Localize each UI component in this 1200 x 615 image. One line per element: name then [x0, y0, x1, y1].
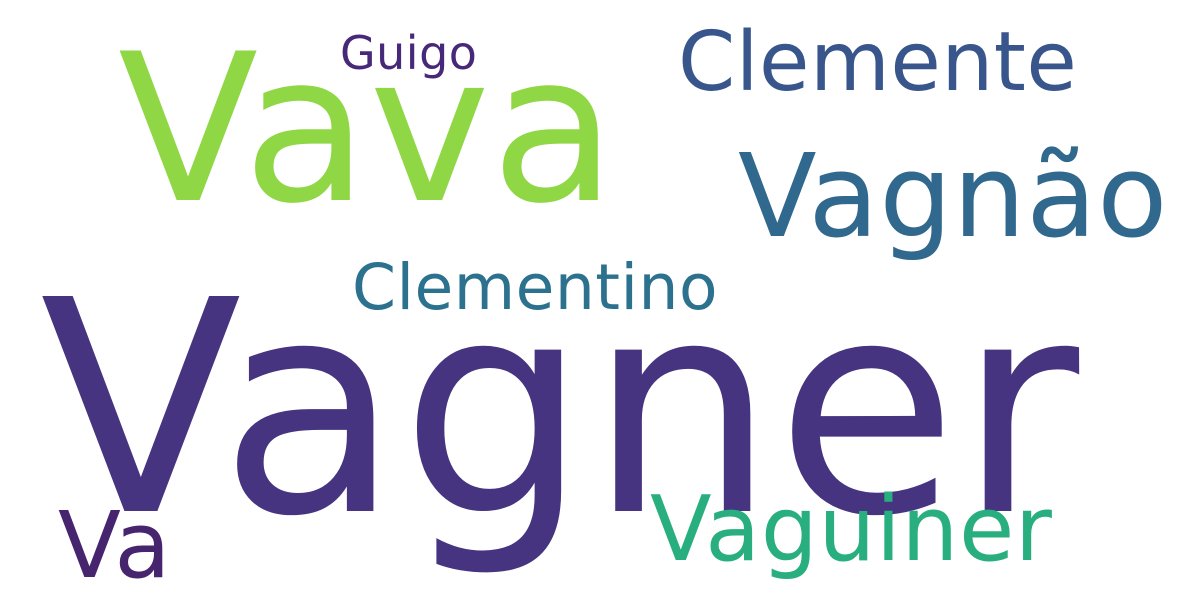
word-va: Va [58, 492, 172, 599]
word-clementino: Clementino [352, 251, 718, 324]
word-vagner: Vagner [40, 237, 1080, 581]
word-guigo: Guigo [340, 26, 478, 80]
word-vaguiner: Vaguiner [650, 477, 1053, 582]
word-vava: Vava [118, 11, 617, 249]
word-vagnao: Vagnão [738, 130, 1168, 264]
word-clemente: Clemente [678, 15, 1078, 110]
